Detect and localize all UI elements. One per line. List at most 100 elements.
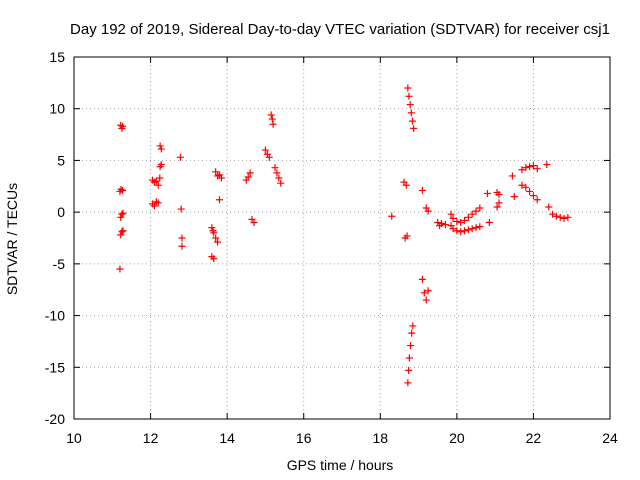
data-point [267,111,275,119]
data-point [464,213,472,221]
data-point [273,169,281,177]
data-point [208,224,216,232]
x-tick-label: 24 [602,430,618,446]
data-point [410,124,418,132]
data-point [424,287,432,295]
data-point [388,212,396,220]
data-point [246,169,254,177]
data-point [154,199,162,207]
data-point [275,174,283,182]
data-point [119,227,127,235]
data-point [533,196,541,204]
data-point [422,296,430,304]
data-point [526,163,534,171]
data-point [210,229,218,237]
data-point [117,231,125,239]
data-point [157,161,165,169]
x-tick-label: 20 [449,430,465,446]
y-axis-label: SDTVAR / TECUs [4,183,20,295]
data-point [457,228,465,236]
data-point [549,210,557,218]
data-point [545,203,553,211]
data-point [407,342,415,350]
y-tick-label: 15 [49,49,65,65]
data-point [461,216,469,224]
data-point [157,145,165,153]
data-point [438,220,446,228]
data-point [403,232,411,240]
data-point [152,177,160,185]
tick-labels: 10 12 14 16 18 20 22 24 -20 -15 -10 -5 0 5 10 15 [45,49,618,446]
data-point [495,199,503,207]
data-point [406,101,414,109]
data-point [214,238,222,246]
data-point [119,186,127,194]
data-point [464,226,472,234]
grid [74,57,610,419]
data-point [522,183,530,191]
data-point [476,204,484,212]
data-point [493,203,501,211]
data-point [449,225,457,233]
data-point [508,172,516,180]
y-tick-label: 0 [57,204,65,220]
data-point [250,218,258,226]
data-point [472,207,480,215]
data-point [457,218,465,226]
data-point [154,181,162,189]
data-point [447,210,455,218]
data-point [408,329,416,337]
x-tick-label: 16 [296,430,312,446]
y-tick-label: -5 [53,256,66,272]
data-point [118,228,126,236]
data-point [210,255,218,263]
data-point [424,207,432,215]
data-point [261,146,269,154]
data-point [402,181,410,189]
data-point [212,168,220,176]
data-point [119,209,127,217]
data-point [408,117,416,125]
y-tick-label: 10 [49,101,65,117]
data-point [150,202,158,210]
data-point [117,185,125,193]
data-point [265,153,273,161]
data-point [543,161,551,169]
data-point [556,213,564,221]
data-point [407,109,415,117]
data-point [533,165,541,173]
data-point [483,190,491,198]
data-point [156,142,164,150]
data-point [118,210,126,218]
data-point [405,92,413,100]
data-point [420,289,428,297]
data-point [552,212,560,220]
x-tick-label: 22 [526,430,542,446]
data-point [212,234,220,242]
x-tick-label: 18 [372,430,388,446]
data-markers [116,84,572,387]
data-point [178,234,186,242]
x-tick-label: 12 [143,430,159,446]
data-point [418,186,426,194]
data-point [217,174,225,182]
data-point [268,115,276,123]
data-point [177,205,185,213]
data-point [529,192,537,200]
data-point [560,214,568,222]
data-point [156,174,164,182]
data-point [461,227,469,235]
data-point [119,122,127,130]
y-tick-label: -10 [45,308,65,324]
data-point [405,366,413,374]
data-point [441,221,449,229]
data-point [495,191,503,199]
data-point [485,218,493,226]
axis-ticks [73,56,611,420]
data-point [244,173,252,181]
data-point [404,379,412,387]
data-point [453,227,461,235]
data-point [269,120,277,128]
data-point [476,223,484,231]
